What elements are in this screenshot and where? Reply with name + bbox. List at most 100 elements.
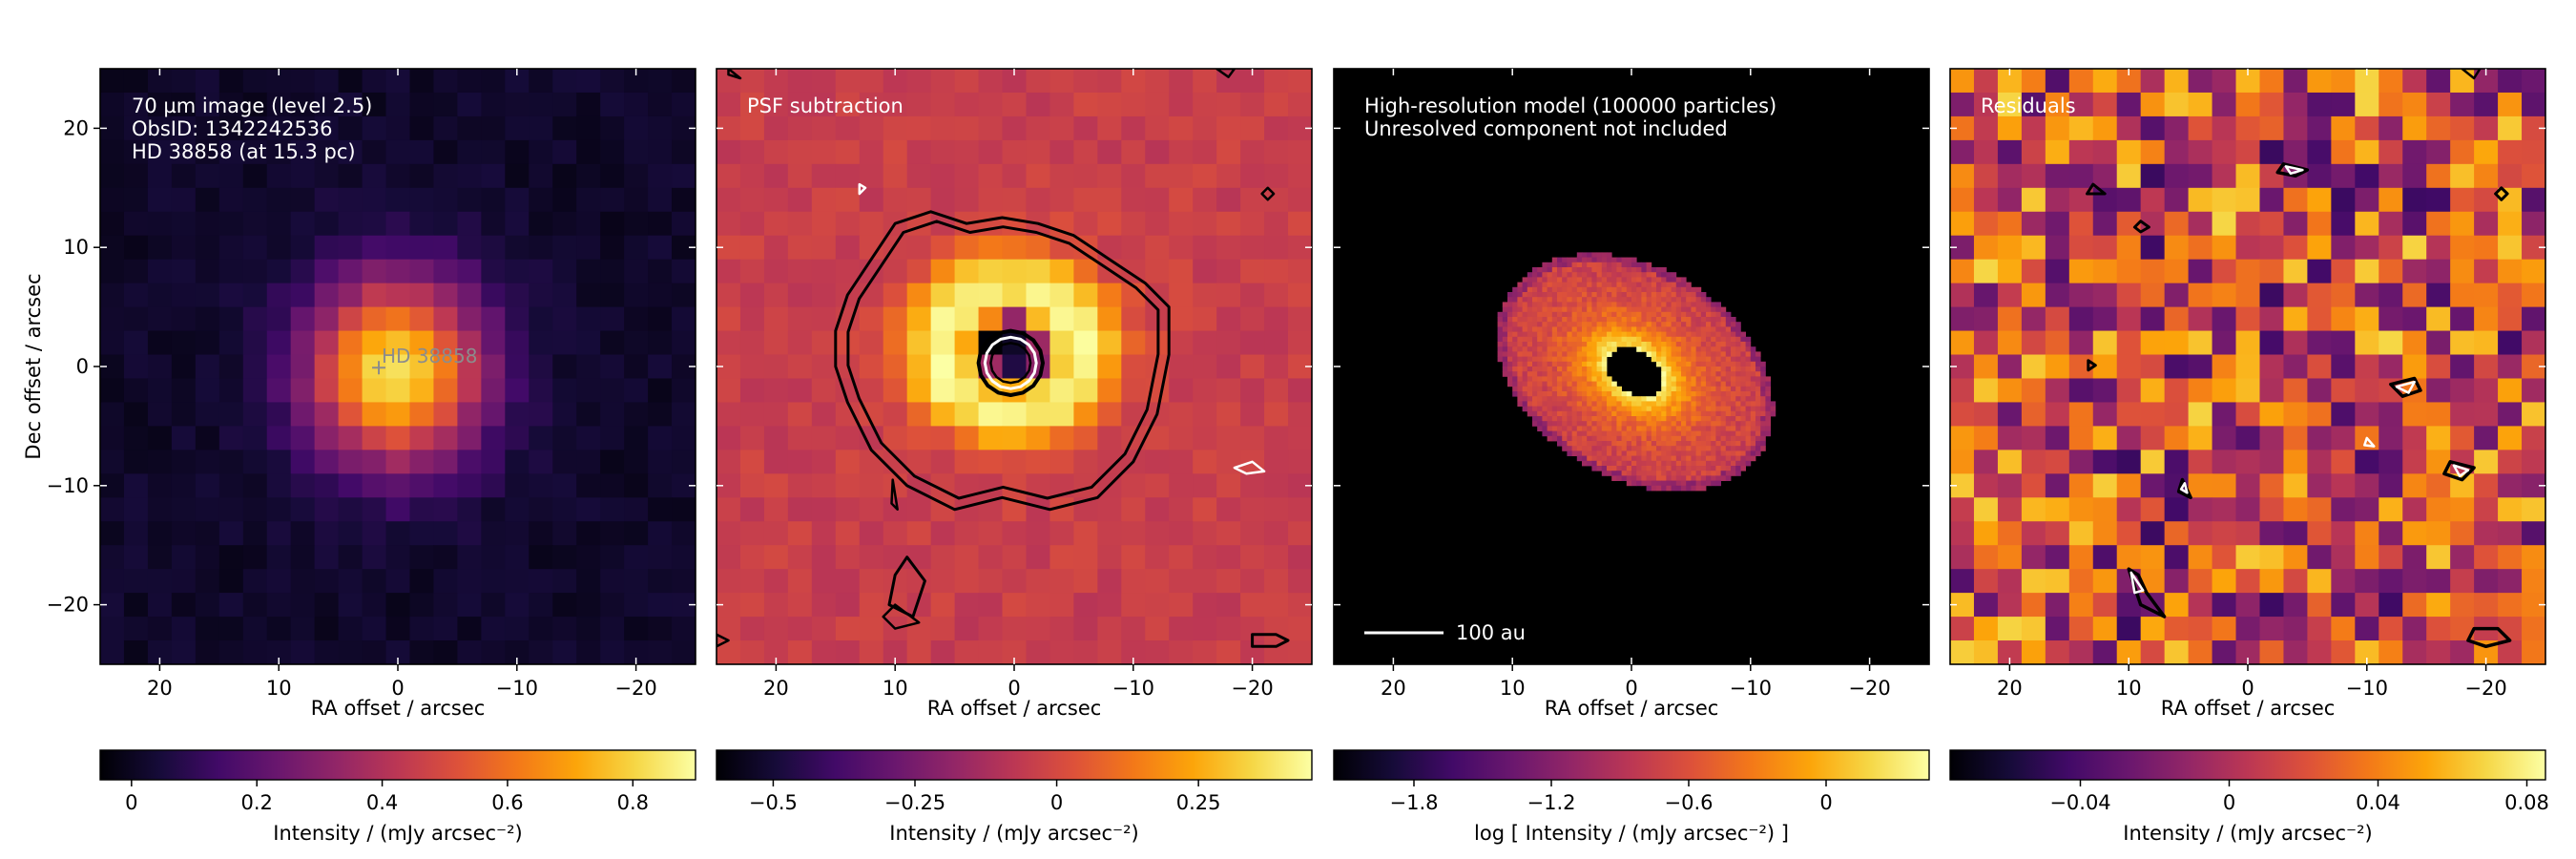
model-pixel — [1582, 306, 1588, 313]
model-pixel — [1715, 306, 1721, 313]
model-pixel — [1641, 441, 1647, 447]
image-pixel — [123, 426, 149, 450]
image-pixel — [147, 330, 173, 356]
model-pixel — [1681, 435, 1687, 442]
model-pixel — [1686, 326, 1692, 332]
model-pixel — [1571, 367, 1578, 372]
model-pixel — [1587, 342, 1592, 347]
image-pixel — [2068, 426, 2094, 450]
model-pixel — [1711, 311, 1716, 318]
model-pixel — [1607, 466, 1612, 471]
model-pixel — [1731, 386, 1736, 392]
image-pixel — [2355, 115, 2379, 141]
image-pixel — [2140, 115, 2166, 141]
model-pixel — [1587, 455, 1592, 462]
model-pixel — [1576, 367, 1583, 372]
model-pixel — [1646, 446, 1652, 451]
image-pixel — [672, 187, 696, 213]
model-pixel — [1551, 267, 1558, 273]
image-pixel — [2283, 139, 2308, 165]
model-pixel — [1616, 386, 1622, 392]
model-pixel — [1576, 252, 1583, 258]
image-pixel — [2331, 187, 2356, 213]
model-pixel — [1562, 361, 1568, 367]
model-pixel — [1611, 297, 1617, 303]
model-pixel — [1551, 272, 1558, 278]
model-pixel — [1567, 272, 1572, 278]
model-pixel — [1740, 346, 1746, 352]
image-pixel — [290, 92, 316, 117]
model-pixel — [1706, 406, 1712, 412]
model-pixel — [1547, 391, 1553, 397]
model-pixel — [1641, 446, 1647, 451]
model-pixel — [1527, 311, 1533, 318]
model-pixel — [1576, 267, 1583, 273]
image-pixel — [1193, 330, 1217, 356]
image-pixel — [2259, 139, 2285, 165]
image-pixel — [2164, 378, 2190, 404]
image-pixel — [883, 354, 908, 380]
image-pixel — [409, 306, 435, 332]
model-pixel — [1576, 317, 1583, 323]
model-pixel — [1671, 485, 1677, 492]
image-pixel — [906, 640, 932, 664]
image-pixel — [2498, 259, 2523, 284]
model-pixel — [1720, 311, 1727, 318]
model-pixel — [1527, 356, 1533, 363]
model-pixel — [1711, 391, 1716, 397]
image-pixel — [576, 115, 601, 141]
model-pixel — [1591, 410, 1597, 417]
image-pixel — [2474, 545, 2499, 570]
image-pixel — [811, 473, 837, 498]
model-pixel — [1695, 292, 1702, 298]
model-pixel — [1517, 292, 1523, 298]
image-pixel — [1073, 354, 1098, 380]
model-pixel — [1656, 455, 1662, 462]
model-pixel — [1607, 450, 1612, 456]
model-pixel — [1557, 331, 1563, 338]
model-pixel — [1745, 386, 1752, 392]
image-pixel — [242, 283, 268, 308]
model-pixel — [1691, 361, 1696, 367]
model-pixel — [1646, 475, 1652, 481]
model-pixel — [1651, 272, 1657, 278]
model-pixel — [1607, 317, 1612, 323]
model-pixel — [1725, 406, 1732, 412]
model-pixel — [1547, 406, 1553, 412]
model-pixel — [1636, 262, 1642, 268]
model-pixel — [1745, 376, 1752, 382]
image-pixel — [2283, 259, 2308, 284]
image-pixel — [648, 306, 673, 332]
image-pixel — [2259, 378, 2285, 404]
image-pixel — [1973, 378, 1999, 404]
image-pixel — [2402, 92, 2427, 117]
model-pixel — [1675, 302, 1682, 307]
contour-line — [858, 182, 867, 196]
image-pixel — [1288, 306, 1312, 332]
model-pixel — [1527, 292, 1533, 298]
image-pixel — [672, 139, 696, 165]
model-pixel — [1695, 361, 1702, 367]
model-pixel — [1700, 450, 1707, 456]
image-pixel — [1264, 92, 1289, 117]
model-pixel — [1582, 351, 1588, 357]
image-pixel — [362, 163, 387, 189]
image-pixel — [433, 593, 458, 618]
colorbar-tick-label: −0.04 — [2049, 791, 2110, 814]
model-pixel — [1596, 346, 1603, 352]
image-pixel — [624, 139, 649, 165]
model-pixel — [1557, 406, 1563, 412]
colorbar-3: −1.8 −1.2 −0.6 0 log [ Intensity / (mJy arc… — [1333, 749, 1930, 845]
image-pixel — [1193, 283, 1217, 308]
image-pixel — [1997, 450, 2023, 474]
model-pixel — [1681, 346, 1687, 352]
image-pixel — [2068, 69, 2094, 94]
image-pixel — [835, 115, 861, 141]
contour-line — [2466, 626, 2512, 649]
model-pixel — [1686, 356, 1692, 363]
model-pixel — [1711, 471, 1716, 476]
image-pixel — [1097, 593, 1122, 618]
model-pixel — [1691, 396, 1696, 402]
image-pixel — [835, 545, 861, 570]
model-pixel — [1646, 292, 1652, 298]
